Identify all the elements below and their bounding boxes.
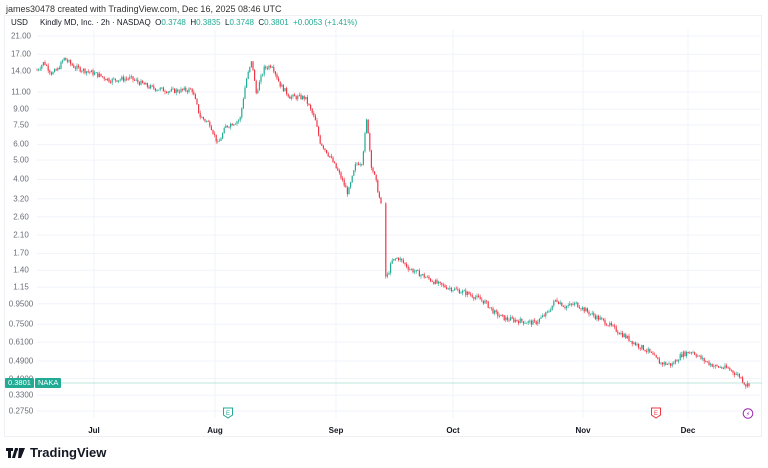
price-tick-label: 0.2750 [8,406,34,416]
earnings-event-icon[interactable]: E [651,406,662,424]
price-tick-label: 4.00 [13,174,29,184]
tradingview-logo-icon [6,447,25,458]
last-price-tag: 0.3801 NAKA [5,378,62,388]
price-tick-label: 3.20 [13,194,29,204]
symbol-legend: Kindly MD, Inc. · 2h · NASDAQ O0.3748 H0… [40,18,358,27]
price-tick-label: 1.40 [13,265,29,275]
tradingview-logo[interactable]: TradingView [6,445,106,460]
time-tick-label: Jul [88,426,100,435]
price-tick-label: 5.00 [13,155,29,165]
svg-text:E: E [226,411,230,417]
price-tick-label: 0.4900 [8,356,34,366]
last-price-value: 0.3801 [5,378,34,388]
currency-label: USD [11,18,28,27]
candlesticks [36,57,750,389]
price-tick-label: 14.00 [10,66,32,76]
svg-text:E: E [654,411,658,417]
chart-frame [4,15,762,437]
close-value: 0.3801 [264,18,289,27]
chart-credit: james30478 created with TradingView.com,… [6,4,282,14]
time-tick-label: Dec [680,426,696,435]
brand-name: TradingView [30,445,107,460]
time-tick-label: Aug [207,426,223,435]
low-value: 0.3748 [229,18,254,27]
grid-lines [37,30,762,418]
open-value: 0.3748 [161,18,186,27]
price-tick-label: 0.3300 [8,390,34,400]
price-tick-label: 6.00 [13,139,29,149]
time-tick-label: Sep [328,426,344,435]
svg-text:⚡: ⚡ [746,410,751,418]
price-tick-label: 9.00 [13,104,29,114]
ticker-label: NAKA [34,378,62,388]
symbol-line: Kindly MD, Inc. · 2h · NASDAQ [40,18,151,27]
price-tick-label: 2.60 [13,212,29,222]
price-tick-label: 1.70 [13,248,29,258]
earnings-event-icon[interactable]: E [223,406,234,424]
price-tick-label: 7.50 [13,120,29,130]
price-tick-label: 21.00 [10,31,32,41]
time-tick-label: Nov [575,426,591,435]
price-tick-label: 11.00 [11,87,31,97]
price-tick-label: 2.10 [13,230,29,240]
change-value: +0.0053 (+1.41%) [293,18,358,27]
price-tick-label: 1.15 [13,282,29,292]
time-tick-label: Oct [446,426,460,435]
price-tick-label: 0.9500 [8,299,34,309]
price-tick-label: 17.00 [10,49,32,59]
split-event-icon[interactable]: ⚡ [742,406,754,424]
price-tick-label: 0.7500 [8,319,34,329]
price-tick-label: 0.6100 [8,337,34,347]
high-value: 0.3835 [196,18,221,27]
